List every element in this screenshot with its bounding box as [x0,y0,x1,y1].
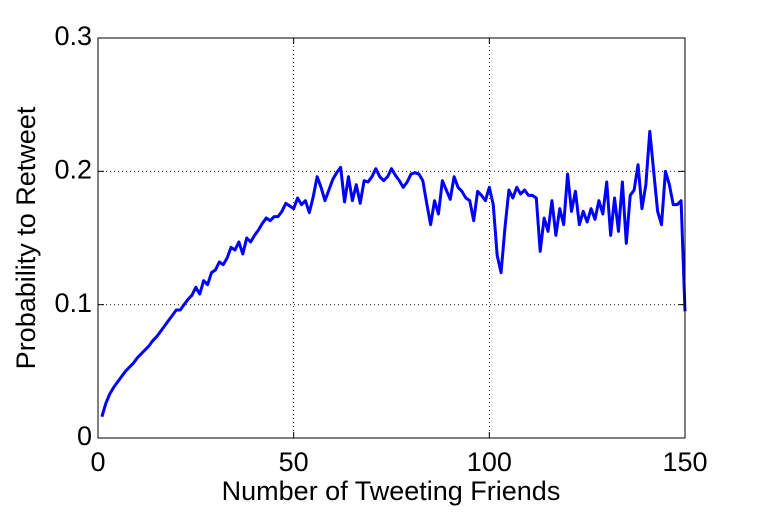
data-line [100,129,687,418]
x-tick-label: 150 [662,447,707,477]
y-axis-label: Probability to Retweet [11,106,41,369]
y-tick-label: 0 [77,421,92,451]
y-tick-label: 0.3 [54,21,92,51]
x-tick-label: 100 [467,447,512,477]
y-tick-label: 0.1 [54,288,92,318]
x-axis-label: Number of Tweeting Friends [222,476,561,506]
plot-area [98,38,685,438]
x-tick-label: 0 [90,447,105,477]
marks [100,129,687,418]
axes-frame [97,37,686,439]
y-tick-label: 0.2 [54,154,92,184]
x-tick-label: 50 [279,447,309,477]
